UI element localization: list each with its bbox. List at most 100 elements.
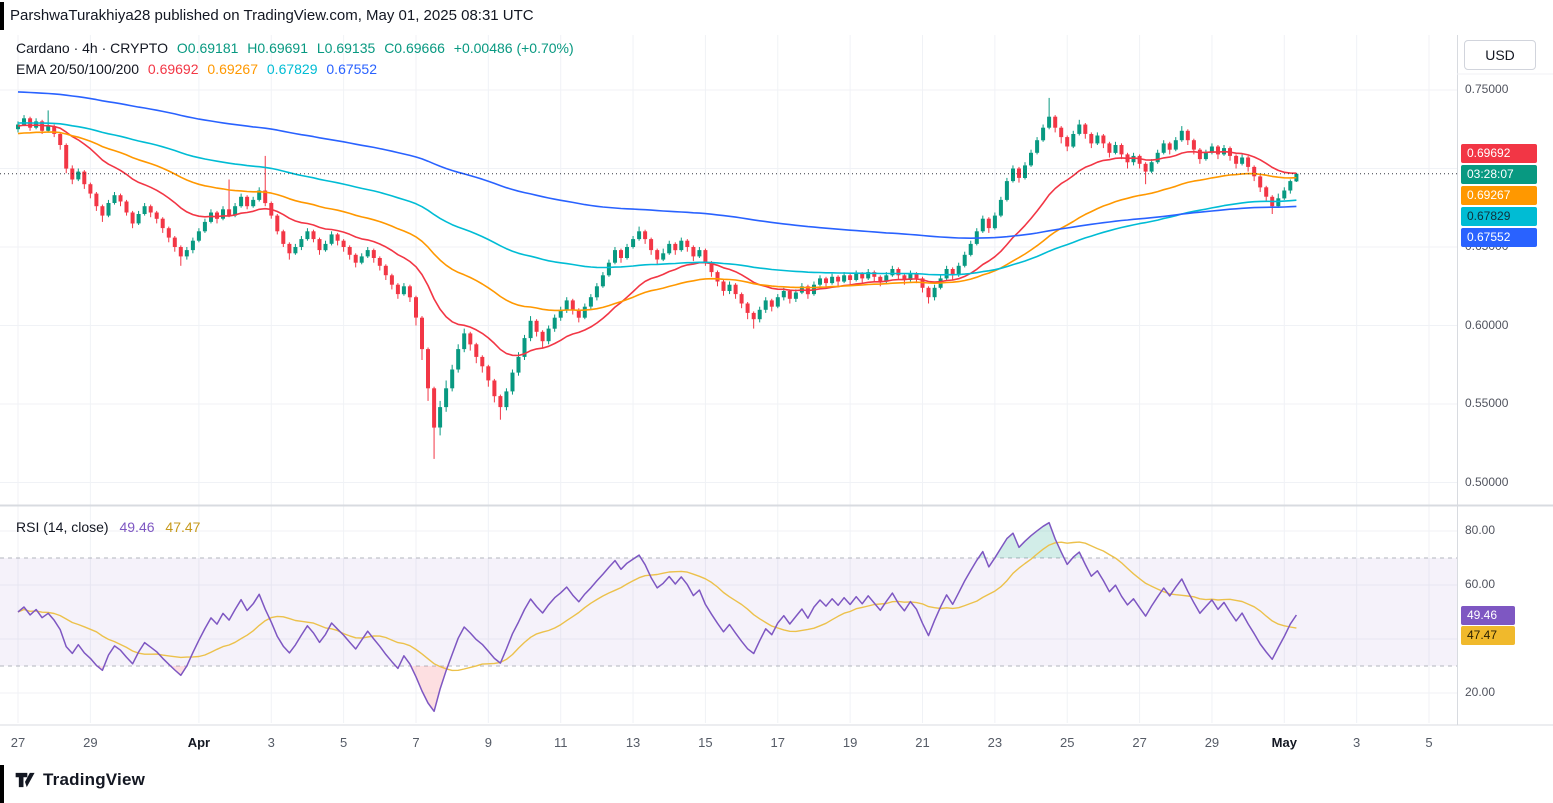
candle-body	[661, 253, 666, 260]
chart-legend: Cardano · 4h · CRYPTO O0.69181 H0.69691 …	[16, 38, 579, 80]
candle-body	[136, 214, 141, 224]
time-scale-axis[interactable]: 27 29 Apr 3 5 7 9 11 13 15 17 19 21 23 25 27 29 May 3 5	[0, 733, 1553, 755]
date-label: Apr	[187, 735, 211, 750]
candle-body	[166, 228, 171, 238]
countdown-tag: 03:28:07	[1461, 165, 1537, 184]
candle-body	[190, 240, 195, 251]
candle-body	[1240, 157, 1245, 164]
candle-body	[1083, 124, 1088, 134]
candle-body	[263, 190, 268, 204]
candle-body	[1059, 127, 1064, 138]
date-label: 23	[987, 735, 1003, 750]
rsi-lines	[17, 521, 1298, 713]
candle-body	[709, 262, 714, 273]
price-scale-axis[interactable]: 0.750000.650000.600000.550000.5000080.00…	[1459, 0, 1553, 803]
candle-body	[631, 239, 636, 247]
candle-body	[16, 124, 20, 130]
candle-body	[775, 297, 780, 307]
symbol-legend-row: Cardano · 4h · CRYPTO O0.69181 H0.69691 …	[16, 38, 579, 59]
candle-body	[401, 286, 406, 295]
candle-body	[1095, 135, 1100, 144]
date-label: 27	[10, 735, 26, 750]
candle-body	[691, 247, 696, 257]
candle-body	[359, 256, 364, 263]
tradingview-branding[interactable]: TradingView	[14, 769, 145, 791]
candle-body	[1035, 140, 1040, 153]
rsi-30-70-band	[0, 558, 1457, 666]
candle-body	[842, 275, 847, 282]
symbol-title[interactable]: Cardano · 4h · CRYPTO	[16, 40, 168, 56]
candle-body	[968, 243, 973, 255]
rsi-overbought-fill	[994, 522, 1065, 558]
candle-body	[287, 243, 292, 254]
candle-body	[154, 212, 159, 219]
rsi-oversold-fill	[410, 666, 448, 712]
ema20-price-tag: 0.69692	[1461, 144, 1537, 163]
candle-body	[745, 303, 750, 313]
candle-body	[215, 212, 219, 219]
candle-body	[860, 273, 865, 279]
candle-body	[196, 231, 201, 241]
tradingview-wordmark: TradingView	[43, 770, 146, 789]
gridlines	[0, 35, 1457, 723]
price-axis-label: 0.50000	[1465, 474, 1509, 489]
candle-body	[546, 328, 551, 342]
ohlc-close: C0.69666	[384, 40, 445, 56]
candle-body	[818, 278, 822, 285]
candle-body	[1107, 143, 1112, 153]
candle-body	[124, 201, 129, 213]
rsi-indicator-label[interactable]: RSI (14, close)	[16, 519, 109, 535]
publish-line: ParshwaTurakhiya28 published on TradingV…	[10, 7, 534, 24]
candle-body	[516, 356, 521, 373]
candle-body	[1023, 165, 1027, 178]
currency-toggle-button[interactable]: USD	[1464, 40, 1536, 70]
candle-body	[896, 269, 901, 276]
publish-header: ParshwaTurakhiya28 published on TradingV…	[0, 0, 1553, 32]
candle-body	[88, 184, 93, 194]
candle-body	[793, 292, 798, 299]
candle-body	[414, 297, 418, 318]
date-label: 27	[1132, 735, 1147, 750]
ema-indicator-label[interactable]: EMA 20/50/100/200	[16, 61, 139, 77]
candle-body	[450, 369, 455, 389]
candle-body	[353, 254, 358, 263]
candle-body	[884, 275, 889, 282]
candle-body	[1167, 143, 1172, 150]
price-axis-label: 0.60000	[1465, 317, 1509, 332]
candle-body	[679, 240, 684, 251]
candle-body	[395, 284, 400, 295]
candle-body	[739, 294, 744, 304]
candle-body	[383, 265, 388, 276]
candle-body	[341, 240, 346, 247]
candle-body	[1161, 143, 1166, 153]
candle-body	[438, 407, 443, 428]
candle-body	[407, 286, 412, 298]
ema20-value: 0.69692	[147, 61, 199, 77]
candle-body	[160, 218, 165, 229]
candle-body	[82, 171, 87, 185]
candle-body	[1191, 140, 1196, 150]
candle-body	[1276, 198, 1281, 207]
candle-body	[329, 234, 334, 244]
change-value: +0.00486 (+0.70%)	[453, 40, 574, 56]
ema-legend-row: EMA 20/50/100/200 0.69692 0.69267 0.6782…	[16, 59, 579, 80]
candle-body	[637, 231, 642, 240]
candle-body	[673, 243, 678, 251]
candle-body	[275, 215, 280, 232]
candle-body	[866, 272, 871, 279]
ema200-line	[17, 91, 1297, 239]
candle-body	[685, 240, 690, 247]
candle-body	[727, 284, 732, 291]
candle-body	[1101, 135, 1106, 144]
candle-body	[347, 247, 352, 255]
candle-body	[781, 291, 786, 298]
ema200-price-tag: 0.67552	[1461, 228, 1537, 247]
date-label: 9	[484, 735, 492, 750]
candle-body	[600, 275, 605, 287]
candle-body	[468, 333, 473, 345]
candle-body	[763, 300, 768, 310]
candle-body	[498, 396, 503, 408]
candle-body	[1041, 127, 1046, 141]
